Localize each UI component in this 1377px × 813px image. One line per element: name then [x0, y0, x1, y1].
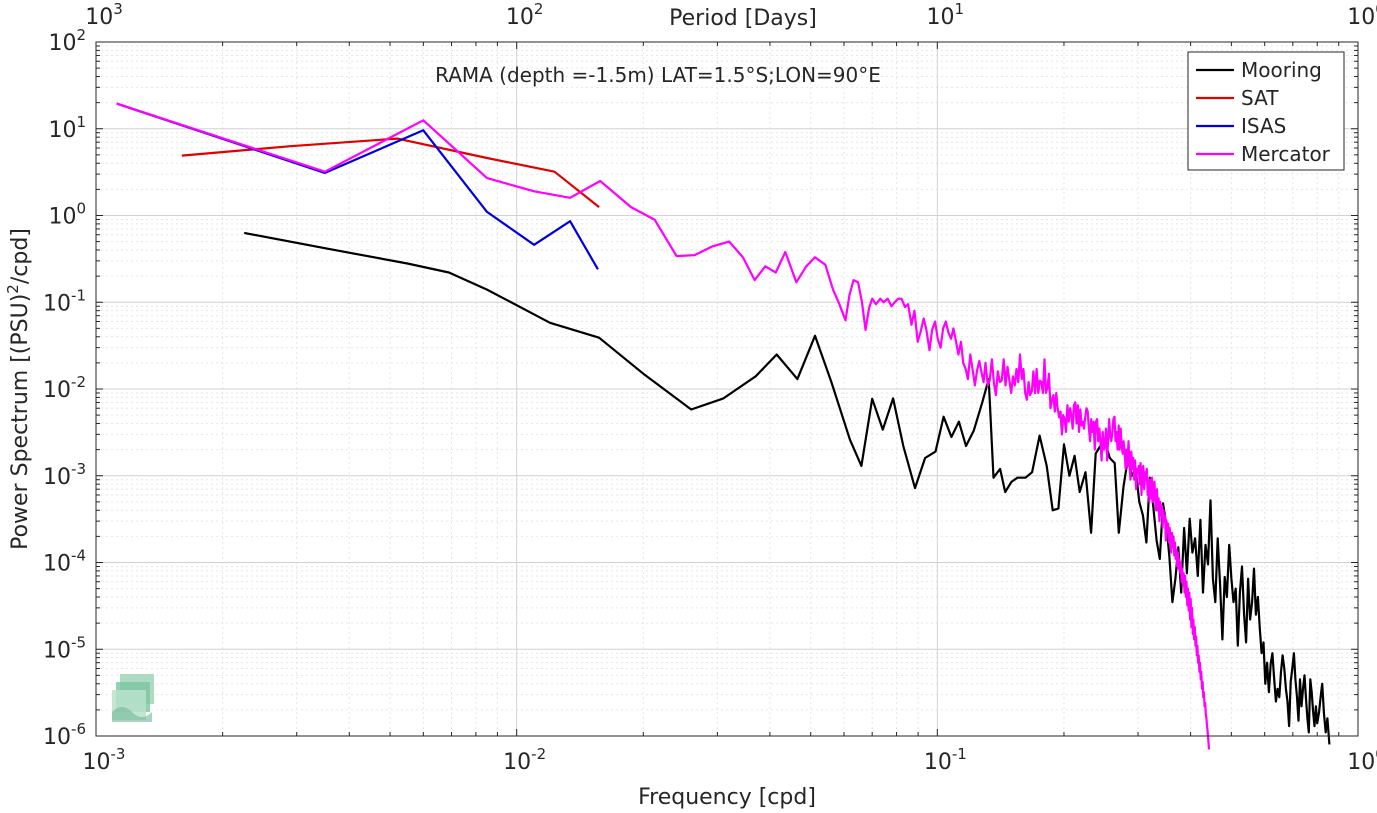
x-tick-label-base: 10	[83, 750, 111, 775]
y-tick-label-base: 10	[43, 378, 71, 403]
y-axis-title: Power Spectrum [(PSU)2/cpd]	[4, 228, 33, 550]
y-tick-label: 10-3	[43, 460, 86, 490]
y-tick-label: 10-2	[43, 373, 86, 403]
top-tick-label-base: 10	[1347, 5, 1375, 30]
station-annotation: RAMA (depth =-1.5m) LAT=1.5°S;LON=90°E	[435, 63, 881, 87]
y-axis-title-sup: 2	[4, 284, 22, 294]
x-tick-label-base: 10	[1347, 750, 1375, 775]
x-tick-label-exp: -3	[111, 745, 126, 763]
y-tick-label-base: 10	[43, 552, 71, 577]
top-tick-label-exp: 1	[955, 0, 965, 18]
x-tick-label: 10-1	[924, 745, 967, 775]
legend: Mooring SAT ISAS Mercator	[1187, 51, 1345, 171]
series-layer	[116, 102, 1331, 750]
y-tick-label-exp: -1	[71, 286, 86, 304]
x-tick-label-base: 10	[503, 750, 531, 775]
top-tick-label: 101	[927, 0, 965, 30]
series-mooring-line	[243, 231, 1331, 745]
y-tick-label: 10-4	[43, 547, 86, 577]
y-tick-label: 102	[48, 26, 86, 56]
y-tick-label-base: 10	[43, 638, 71, 663]
series-isas-line	[116, 102, 599, 270]
top-tick-label: 100	[1347, 0, 1377, 30]
y-tick-label: 101	[48, 113, 86, 143]
y-tick-label-base: 10	[48, 118, 76, 143]
top-tick-label: 103	[85, 0, 123, 30]
y-tick-label-exp: 2	[76, 26, 86, 44]
smos-pi-mep-logo	[110, 670, 260, 730]
legend-sat-label: SAT	[1241, 86, 1279, 110]
y-tick-label-base: 10	[43, 291, 71, 316]
top-tick-label-base: 10	[927, 5, 955, 30]
x-tick-label: 10-2	[503, 745, 546, 775]
y-tick-label-base: 10	[43, 465, 71, 490]
y-tick-label-exp: -4	[71, 547, 86, 565]
y-tick-label: 10-6	[43, 720, 86, 750]
top-tick-label-base: 10	[85, 5, 113, 30]
y-tick-label-exp: -3	[71, 460, 86, 478]
y-tick-label: 10-5	[43, 633, 86, 663]
y-tick-label-exp: -6	[71, 720, 86, 738]
legend-isas-label: ISAS	[1241, 114, 1286, 138]
y-tick-label-exp: 0	[76, 200, 86, 218]
y-tick-label-exp: 1	[76, 113, 86, 131]
y-tick-label-exp: -5	[71, 633, 86, 651]
x-tick-label: 100	[1347, 745, 1377, 775]
legend-mooring-label: Mooring	[1241, 58, 1322, 82]
y-tick-label-base: 10	[43, 725, 71, 750]
top-axis-title: Period [Days]	[669, 6, 817, 31]
y-tick-label-base: 10	[48, 31, 76, 56]
x-tick-label-base: 10	[924, 750, 952, 775]
series-mercator-line	[116, 102, 1211, 750]
x-axis-title: Frequency [cpd]	[638, 785, 816, 809]
x-tick-label: 10-3	[83, 745, 126, 775]
legend-box	[1187, 51, 1345, 171]
top-tick-label-exp: 3	[113, 0, 123, 18]
y-tick-label: 10-1	[43, 286, 86, 316]
logo-mark-icon	[112, 674, 154, 722]
legend-mercator-label: Mercator	[1241, 142, 1331, 166]
y-tick-label-base: 10	[48, 205, 76, 230]
series-sat-line	[181, 137, 600, 208]
x-tick-label-exp: 0	[1375, 745, 1377, 763]
top-tick-label-exp: 0	[1375, 0, 1377, 18]
axis-ticks: 10-310-210-110010310210110010-610-510-41…	[43, 0, 1377, 775]
x-tick-label-exp: -1	[952, 745, 967, 763]
y-axis-title-main: Power Spectrum [(PSU)	[8, 294, 33, 550]
top-tick-label-base: 10	[506, 5, 534, 30]
top-tick-label-exp: 2	[534, 0, 544, 18]
y-axis-title-tail: /cpd]	[8, 228, 33, 284]
x-tick-label-exp: -2	[531, 745, 546, 763]
y-tick-label-exp: -2	[71, 373, 86, 391]
top-tick-label: 102	[506, 0, 544, 30]
y-tick-label: 100	[48, 200, 86, 230]
